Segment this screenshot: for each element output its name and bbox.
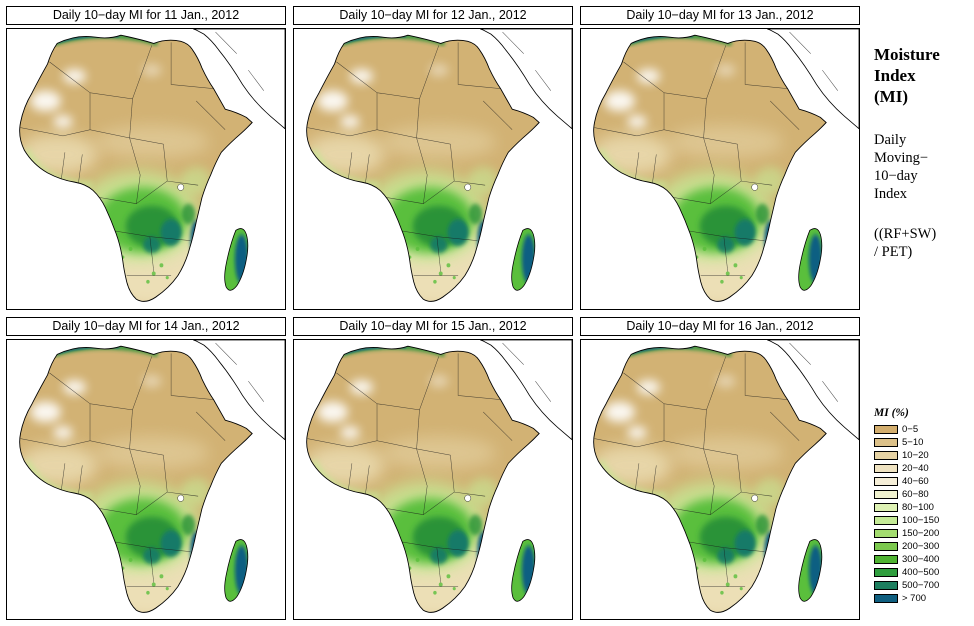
index-formula-line: / PET) xyxy=(874,244,913,260)
africa-map-svg xyxy=(7,340,285,620)
map-panel-16jan: Daily 10−day MI for 16 Jan., 2012 xyxy=(580,316,860,620)
legend-swatch xyxy=(874,464,898,473)
maps-grid: Daily 10−day MI for 11 Jan., 2012 Daily … xyxy=(6,6,860,620)
legend-row: 5−10 xyxy=(874,436,968,449)
legend-label: 20−40 xyxy=(902,463,929,474)
africa-map-svg xyxy=(581,340,859,620)
figure-title-line: Index xyxy=(874,66,916,85)
africa-moisture-map xyxy=(293,28,573,310)
legend-swatch xyxy=(874,451,898,460)
map-panel-14jan: Daily 10−day MI for 14 Jan., 2012 xyxy=(6,316,286,620)
legend-row: 200−300 xyxy=(874,540,968,553)
legend-label: 300−400 xyxy=(902,554,940,565)
legend-swatch xyxy=(874,438,898,447)
panel-title: Daily 10−day MI for 14 Jan., 2012 xyxy=(6,316,286,336)
figure-subtitle-line: Moving− xyxy=(874,150,929,166)
africa-moisture-map xyxy=(293,338,573,620)
legend-label: 400−500 xyxy=(902,567,940,578)
legend-swatch xyxy=(874,425,898,434)
legend-swatch xyxy=(874,542,898,551)
panel-title: Daily 10−day MI for 15 Jan., 2012 xyxy=(293,316,573,336)
map-panel-15jan: Daily 10−day MI for 15 Jan., 2012 xyxy=(293,316,573,620)
figure-subtitle-line: 10−day xyxy=(874,168,918,184)
legend-label: 0−5 xyxy=(902,424,919,435)
figure-title: Moisture Index (MI) xyxy=(874,44,968,107)
index-formula-line: ((RF+SW) xyxy=(874,226,937,242)
legend-row: 150−200 xyxy=(874,527,968,540)
legend-label: 10−20 xyxy=(902,450,929,461)
legend-swatch xyxy=(874,555,898,564)
index-formula: ((RF+SW) / PET) xyxy=(874,225,968,261)
legend-label: 60−80 xyxy=(902,489,929,500)
legend-label: 150−200 xyxy=(902,528,940,539)
legend-swatch xyxy=(874,490,898,499)
map-panel-13jan: Daily 10−day MI for 13 Jan., 2012 xyxy=(580,6,860,310)
africa-moisture-map xyxy=(6,28,286,310)
legend-row: 40−60 xyxy=(874,475,968,488)
africa-map-svg xyxy=(581,29,859,309)
africa-moisture-map xyxy=(580,28,860,310)
legend-row: > 700 xyxy=(874,592,968,605)
color-legend: MI (%) 0−5 5−10 10−20 20−40 40−60 60−80 … xyxy=(874,407,968,605)
legend-label: 200−300 xyxy=(902,541,940,552)
africa-moisture-map xyxy=(6,338,286,620)
legend-swatch xyxy=(874,568,898,577)
legend-swatch xyxy=(874,477,898,486)
legend-row: 60−80 xyxy=(874,488,968,501)
legend-row: 500−700 xyxy=(874,579,968,592)
legend-row: 100−150 xyxy=(874,514,968,527)
africa-moisture-map xyxy=(580,338,860,620)
panel-title: Daily 10−day MI for 12 Jan., 2012 xyxy=(293,6,573,25)
legend-label: 5−10 xyxy=(902,437,924,448)
legend-label: 500−700 xyxy=(902,580,940,591)
figure-title-line: Moisture xyxy=(874,45,940,64)
legend-swatch xyxy=(874,516,898,525)
africa-map-svg xyxy=(7,29,285,309)
figure-subtitle-line: Daily xyxy=(874,132,907,148)
legend-label: > 700 xyxy=(902,593,927,604)
figure-title-line: (MI) xyxy=(874,87,908,106)
legend-title: MI (%) xyxy=(874,407,909,419)
africa-map-svg xyxy=(294,340,572,620)
legend-row: 300−400 xyxy=(874,553,968,566)
figure-subtitle-line: Index xyxy=(874,186,908,202)
panel-title: Daily 10−day MI for 16 Jan., 2012 xyxy=(580,316,860,336)
legend-label: 40−60 xyxy=(902,476,929,487)
map-panel-11jan: Daily 10−day MI for 11 Jan., 2012 xyxy=(6,6,286,310)
legend-row: 10−20 xyxy=(874,449,968,462)
legend-label: 80−100 xyxy=(902,502,934,513)
map-panel-12jan: Daily 10−day MI for 12 Jan., 2012 xyxy=(293,6,573,310)
legend-row: 20−40 xyxy=(874,462,968,475)
panel-title: Daily 10−day MI for 13 Jan., 2012 xyxy=(580,6,860,25)
legend-row: 400−500 xyxy=(874,566,968,579)
africa-map-svg xyxy=(294,29,572,309)
legend-row: 0−5 xyxy=(874,423,968,436)
legend-swatch xyxy=(874,529,898,538)
panel-title: Daily 10−day MI for 11 Jan., 2012 xyxy=(6,6,286,25)
legend-swatch xyxy=(874,594,898,603)
legend-label: 100−150 xyxy=(902,515,940,526)
legend-row: 80−100 xyxy=(874,501,968,514)
figure-subtitle: Daily Moving− 10−day Index xyxy=(874,131,968,203)
right-sidebar: Moisture Index (MI) Daily Moving− 10−day… xyxy=(866,6,968,620)
legend-swatch xyxy=(874,581,898,590)
legend-swatch xyxy=(874,503,898,512)
